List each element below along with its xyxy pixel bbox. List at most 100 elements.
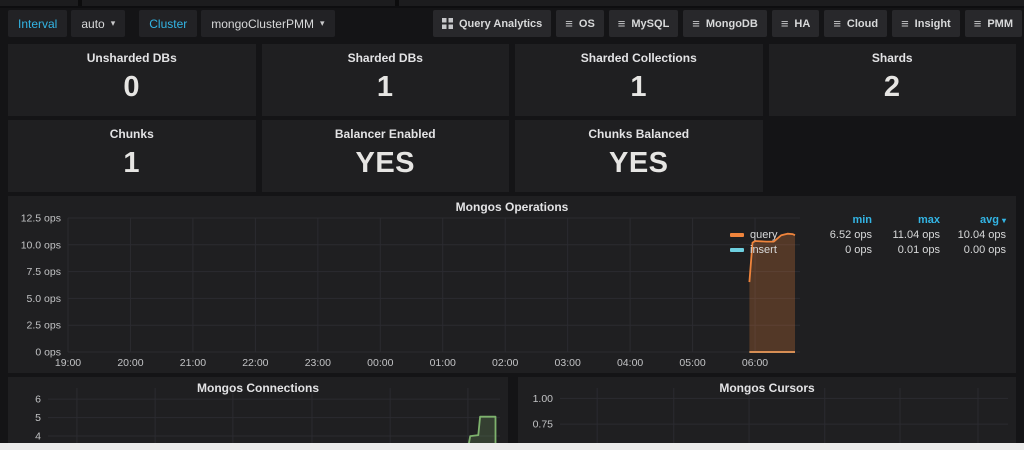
variable-dropdown-interval[interactable]: auto ▾: [71, 10, 126, 37]
nav-button-os[interactable]: ≡ OS: [556, 10, 604, 37]
legend-sort-max[interactable]: max: [917, 214, 940, 226]
panel-title[interactable]: Mongos Connections: [197, 381, 319, 395]
series-color-swatch: [730, 233, 744, 237]
nav-button-label: Query Analytics: [458, 17, 543, 30]
top-edge-divider: [395, 0, 399, 6]
svg-text:7.5 ops: 7.5 ops: [27, 266, 61, 278]
nav-button-label: MySQL: [631, 17, 670, 30]
variable-label-cluster: Cluster: [139, 10, 198, 37]
stat-panel-sharded-collections: Sharded Collections 1: [515, 44, 763, 116]
svg-text:12.5 ops: 12.5 ops: [21, 213, 61, 225]
mongos-cursors-chart[interactable]: 1.00 0.75: [518, 377, 1016, 443]
legend-sort-avg[interactable]: avg ▾: [940, 214, 1006, 226]
list-icon: ≡: [780, 16, 789, 31]
variable-label-interval: Interval: [8, 10, 68, 37]
svg-text:5.0 ops: 5.0 ops: [27, 293, 61, 305]
legend-series-label: insert: [750, 244, 777, 256]
panel-title[interactable]: Balancer Enabled: [334, 127, 436, 141]
stat-panel-shards: Shards 2: [768, 44, 1016, 116]
nav-button-mongodb[interactable]: ≡ MongoDB: [683, 10, 767, 37]
svg-text:22:00: 22:00: [242, 357, 268, 369]
chevron-down-icon: ▾: [319, 18, 325, 28]
variable-value-interval: auto: [81, 16, 105, 31]
svg-text:01:00: 01:00: [430, 357, 456, 369]
stat-panels-grid: Unsharded DBs 0 Sharded DBs 1 Sharded Co…: [8, 44, 1016, 192]
stat-panel-balancer-enabled: Balancer Enabled YES: [261, 120, 509, 192]
chevron-down-icon: ▾: [110, 18, 116, 28]
stat-value: 0: [123, 71, 141, 103]
mongos-connections-chart[interactable]: 6 5 4: [8, 377, 508, 443]
nav-button-query-analytics[interactable]: Query Analytics: [432, 10, 552, 37]
nav-button-label: HA: [794, 17, 811, 30]
panel-title[interactable]: Chunks: [109, 127, 154, 141]
svg-text:0 ops: 0 ops: [35, 347, 61, 359]
nav-button-ha[interactable]: ≡ HA: [771, 10, 820, 37]
empty-grid-slot: [769, 120, 1017, 192]
chart-legend: min max avg ▾ query 6.52 ops 11.04 ops 10…: [730, 214, 1006, 256]
stat-panel-chunks: Chunks 1: [8, 120, 256, 192]
mongos-operations-chart[interactable]: 0 ops 2.5 ops 5.0 ops 7.5 ops 10.0 ops 12.5 o…: [8, 196, 1016, 373]
svg-text:2.5 ops: 2.5 ops: [27, 320, 61, 332]
stat-value: 1: [123, 147, 141, 179]
list-icon: ≡: [833, 16, 841, 31]
panel-title[interactable]: Sharded DBs: [347, 51, 423, 65]
svg-text:19:00: 19:00: [55, 357, 81, 369]
svg-text:5: 5: [35, 412, 41, 424]
legend-series-insert[interactable]: insert: [730, 244, 814, 256]
nav-button-label: MongoDB: [705, 17, 758, 30]
nav-button-cloud[interactable]: ≡ Cloud: [824, 10, 888, 37]
series-color-swatch: [730, 248, 744, 252]
svg-text:04:00: 04:00: [617, 357, 643, 369]
window-top-edge: [0, 0, 1024, 8]
legend-min-value: 0 ops: [845, 244, 872, 256]
panel-title[interactable]: Sharded Collections: [580, 51, 697, 65]
legend-avg-value: 0.00 ops: [963, 244, 1006, 256]
page-bottom-strip: [0, 443, 1024, 450]
stat-panel-chunks-balanced: Chunks Balanced YES: [515, 120, 763, 192]
panel-title[interactable]: Mongos Cursors: [719, 381, 815, 395]
svg-text:1.00: 1.00: [533, 393, 554, 405]
mongos-operations-panel: Mongos Operations 0 ops 2.5 ops 5.0 ops 7.5…: [8, 196, 1016, 373]
svg-text:03:00: 03:00: [555, 357, 581, 369]
legend-series-query[interactable]: query: [730, 229, 814, 241]
list-icon: ≡: [565, 16, 573, 31]
svg-text:6: 6: [35, 394, 41, 406]
panel-title[interactable]: Mongos Operations: [455, 200, 569, 214]
panel-title[interactable]: Shards: [871, 51, 913, 65]
list-icon: ≡: [692, 16, 700, 31]
svg-text:05:00: 05:00: [679, 357, 705, 369]
top-edge-divider: [78, 0, 82, 6]
legend-min-value: 6.52 ops: [829, 229, 872, 241]
nav-button-pmm[interactable]: ≡ PMM: [964, 10, 1022, 37]
svg-text:10.0 ops: 10.0 ops: [21, 239, 61, 251]
stat-value: YES: [355, 147, 416, 179]
legend-header-label: avg: [980, 214, 999, 226]
panel-title[interactable]: Chunks Balanced: [588, 127, 690, 141]
nav-button-insight[interactable]: ≡ Insight: [892, 10, 960, 37]
stat-value: 2: [883, 71, 901, 103]
stat-panel-unsharded-dbs: Unsharded DBs 0: [8, 44, 256, 116]
grid-icon: [441, 18, 453, 29]
legend-sort-min[interactable]: min: [852, 214, 872, 226]
svg-text:00:00: 00:00: [367, 357, 393, 369]
nav-button-label: PMM: [987, 17, 1013, 30]
legend-avg-value: 10.04 ops: [957, 229, 1006, 241]
nav-button-label: OS: [578, 17, 595, 30]
list-icon: ≡: [973, 16, 982, 31]
nav-button-label: Cloud: [846, 17, 879, 30]
nav-button-mysql[interactable]: ≡ MySQL: [608, 10, 679, 37]
stat-panel-sharded-dbs: Sharded DBs 1: [261, 44, 509, 116]
variable-value-cluster: mongoClusterPMM: [211, 16, 314, 31]
dashboard-nav-links: Query Analytics ≡ OS ≡ MySQL ≡ MongoDB ≡…: [428, 10, 1022, 37]
panel-title[interactable]: Unsharded DBs: [86, 51, 177, 65]
svg-text:21:00: 21:00: [180, 357, 206, 369]
stat-value: 1: [376, 71, 394, 103]
variable-dropdown-cluster[interactable]: mongoClusterPMM ▾: [201, 10, 335, 37]
legend-series-label: query: [750, 229, 778, 241]
svg-text:20:00: 20:00: [117, 357, 143, 369]
list-icon: ≡: [901, 16, 909, 31]
svg-text:23:00: 23:00: [305, 357, 331, 369]
dashboard-toolbar: Interval auto ▾ Cluster mongoClusterPMM …: [8, 10, 1022, 37]
mongos-cursors-panel: Mongos Cursors 1.00 0.75: [518, 377, 1016, 443]
stat-value: 1: [630, 71, 648, 103]
